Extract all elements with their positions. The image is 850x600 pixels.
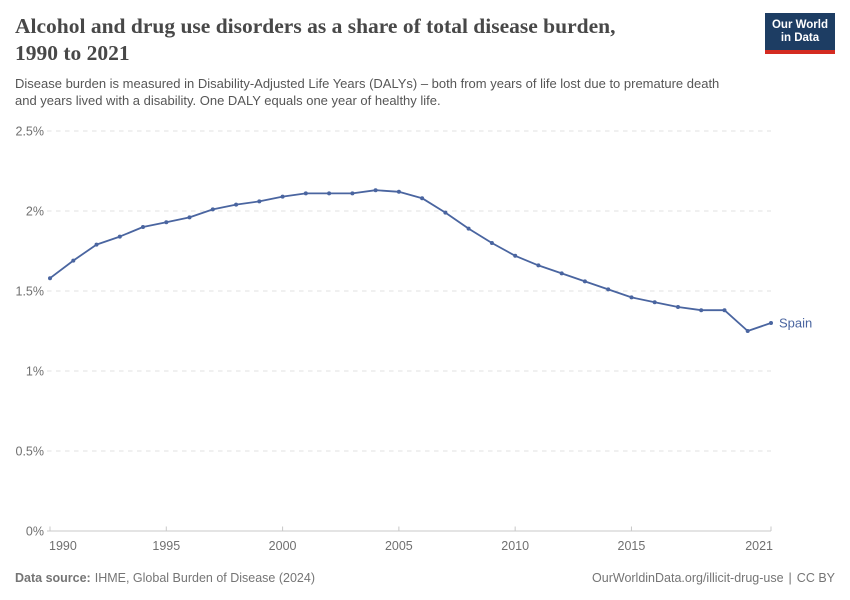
chart-footer: Data source: IHME, Global Burden of Disea… (15, 570, 835, 586)
data-point-marker[interactable] (629, 295, 634, 300)
line-chart: 0% 0.5% 1% 1.5% 2% 2.5% 1990 1995 2000 2005 2010 20… (16, 125, 813, 554)
data-point-marker[interactable] (257, 199, 262, 204)
footer-separator: | (788, 571, 792, 585)
data-point-marker[interactable] (141, 225, 145, 229)
y-axis-tick-label: 1.5% (16, 285, 45, 299)
spain-line-series[interactable] (49, 189, 772, 332)
subtitle-line-1: Disease burden is measured in Disability… (15, 76, 720, 91)
data-point-marker[interactable] (48, 276, 52, 281)
y-axis-tick-label: 1% (26, 365, 44, 379)
data-point-marker[interactable] (536, 263, 541, 268)
page-title: Alcohol and drug use disorders as a shar… (15, 13, 755, 67)
chart-area: 0% 0.5% 1% 1.5% 2% 2.5% 1990 1995 2000 2005 2010 20… (0, 118, 850, 563)
data-point-marker[interactable] (769, 321, 773, 325)
x-axis-tick-label: 2021 (745, 539, 773, 553)
data-point-marker[interactable] (350, 191, 355, 196)
chart-header: Alcohol and drug use disorders as a shar… (15, 13, 835, 109)
owid-logo-line-2: in Data (780, 32, 820, 44)
x-axis-tick-label: 2005 (385, 539, 413, 553)
chart-subtitle: Disease burden is measured in Disability… (15, 76, 815, 109)
data-point-marker[interactable] (582, 279, 587, 284)
y-axis-tick-label: 0% (26, 525, 44, 539)
data-point-marker[interactable] (699, 308, 704, 313)
data-point-marker[interactable] (280, 194, 285, 199)
x-axis-tick-label: 1995 (152, 539, 180, 553)
data-source-label: Data source: (15, 571, 91, 585)
y-axis-tick-label: 2% (26, 205, 44, 219)
data-point-marker[interactable] (466, 226, 471, 231)
data-point-marker[interactable] (327, 191, 332, 196)
data-point-marker[interactable] (722, 308, 727, 313)
attribution-note: OurWorldinData.org/illicit-drug-use | CC B… (592, 570, 835, 586)
data-point-marker[interactable] (396, 189, 401, 194)
data-point-marker[interactable] (94, 242, 99, 247)
data-point-marker[interactable] (745, 329, 750, 333)
data-source-note: Data source: IHME, Global Burden of Disea… (15, 570, 315, 586)
data-point-marker[interactable] (676, 305, 680, 309)
subtitle-line-2: and years lived with a disability. One D… (15, 92, 441, 108)
y-axis-tick-label: 0.5% (16, 445, 45, 459)
data-point-marker[interactable] (71, 258, 76, 263)
x-axis-tick-label: 1990 (49, 539, 77, 553)
owid-logo[interactable]: Our World in Data (764, 13, 835, 54)
data-point-marker[interactable] (489, 241, 494, 245)
owid-logo-line-1: Our World (771, 19, 828, 31)
data-point-marker[interactable] (606, 287, 611, 292)
data-point-marker[interactable] (513, 253, 518, 258)
x-axis-tick-label: 2000 (269, 539, 297, 553)
data-source-value: IHME, Global Burden of Disease (2024) (94, 571, 315, 585)
data-point-marker[interactable] (420, 196, 425, 201)
data-point-marker[interactable] (559, 271, 564, 276)
data-point-marker[interactable] (373, 188, 378, 193)
title-line-1: Alcohol and drug use disorders as a shar… (15, 14, 616, 38)
data-point-marker[interactable] (117, 234, 122, 239)
owid-url-link[interactable]: OurWorldinData.org/illicit-drug-use (592, 571, 784, 585)
x-axis-tick-label: 2010 (501, 539, 529, 553)
series-end-label-spain[interactable]: Spain (779, 316, 812, 331)
y-axis-tick-label: 2.5% (16, 125, 45, 139)
data-point-marker[interactable] (234, 202, 239, 207)
data-point-marker[interactable] (164, 220, 169, 225)
data-point-marker[interactable] (303, 191, 308, 196)
data-point-marker[interactable] (210, 207, 215, 212)
title-line-2: 1990 to 2021 (15, 41, 130, 65)
x-axis-tick-label: 2015 (618, 539, 646, 553)
data-point-marker[interactable] (652, 300, 657, 305)
data-point-marker[interactable] (187, 215, 192, 220)
license-badge: CC BY (796, 571, 835, 585)
data-point-marker[interactable] (443, 210, 448, 215)
